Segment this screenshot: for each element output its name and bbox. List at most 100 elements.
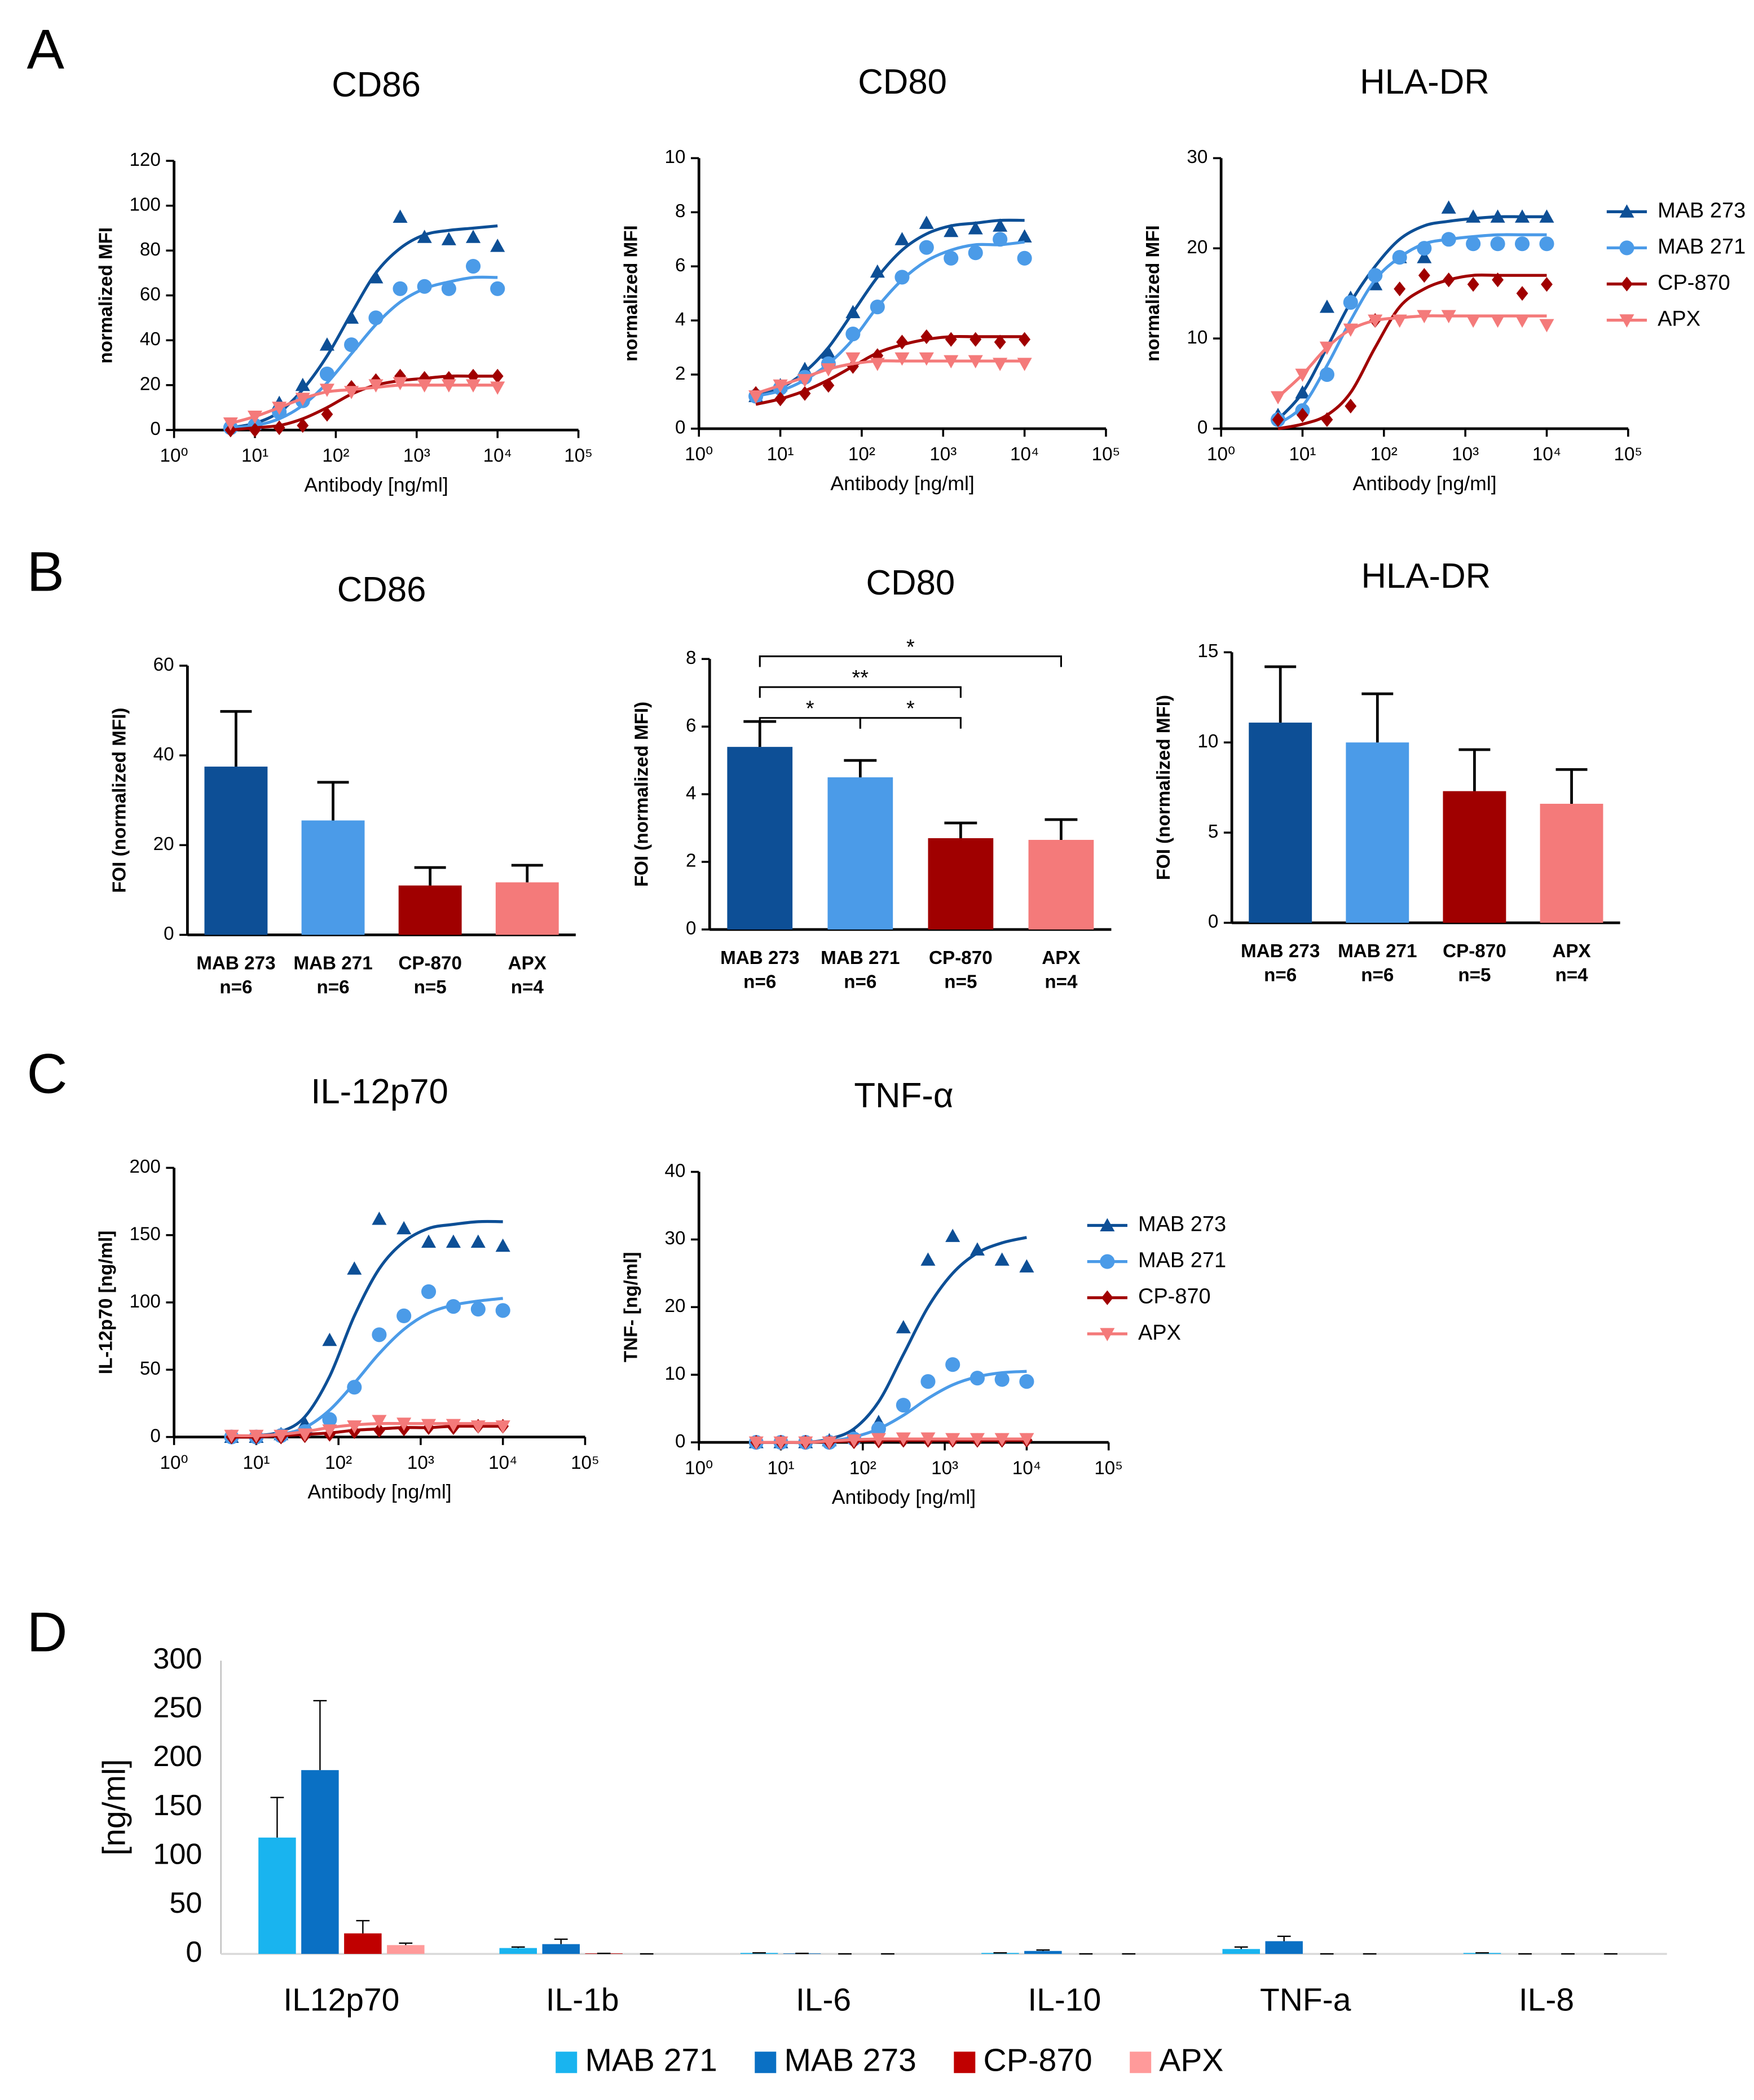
x-tick-label: TNF-a bbox=[1260, 1982, 1351, 2018]
fit-curve bbox=[756, 1236, 1027, 1445]
error-bar bbox=[1458, 748, 1491, 791]
marker bbox=[373, 1423, 385, 1438]
marker bbox=[1019, 332, 1031, 347]
marker bbox=[1539, 209, 1554, 223]
legend-label: CP-870 bbox=[1658, 271, 1730, 295]
marker bbox=[1295, 385, 1310, 399]
x-tick-sublabel: n=6 bbox=[844, 972, 876, 993]
significance-label: * bbox=[906, 635, 915, 659]
bar bbox=[301, 820, 365, 935]
marker bbox=[495, 1420, 510, 1434]
marker bbox=[1394, 281, 1406, 297]
y-tick-label: 200 bbox=[153, 1740, 202, 1773]
marker bbox=[421, 1234, 437, 1248]
bar bbox=[1249, 723, 1312, 923]
marker bbox=[945, 1229, 960, 1242]
marker bbox=[441, 232, 456, 245]
marker bbox=[1443, 272, 1455, 288]
marker bbox=[396, 1221, 412, 1235]
marker bbox=[1017, 358, 1032, 371]
error-bar bbox=[399, 1942, 413, 1945]
marker bbox=[393, 281, 408, 296]
legend-label: MAB 273 bbox=[1658, 199, 1746, 222]
marker bbox=[368, 310, 384, 325]
marker bbox=[968, 221, 983, 235]
y-tick-label: 100 bbox=[129, 1291, 160, 1312]
x-tick-label: CP-870 bbox=[398, 953, 462, 974]
legend-label: MAB 271 bbox=[1138, 1249, 1226, 1273]
marker bbox=[894, 352, 910, 366]
x-tick-label: 10⁰ bbox=[160, 1452, 188, 1473]
marker bbox=[894, 232, 910, 245]
x-tick-label: 10² bbox=[849, 1458, 876, 1478]
marker bbox=[322, 1332, 337, 1346]
x-tick-sublabel: n=5 bbox=[1458, 965, 1491, 986]
bar bbox=[301, 1770, 339, 1954]
marker bbox=[968, 355, 983, 369]
legend-swatch bbox=[954, 2051, 976, 2073]
y-tick-label: 10 bbox=[665, 1363, 686, 1384]
marker bbox=[870, 264, 885, 278]
marker bbox=[870, 358, 885, 371]
x-tick-label: 10³ bbox=[403, 446, 430, 466]
y-tick-label: 60 bbox=[153, 654, 174, 675]
marker bbox=[396, 1308, 412, 1323]
x-tick-label: 10² bbox=[848, 444, 875, 465]
x-tick-label: 10⁴ bbox=[1010, 444, 1039, 465]
marker bbox=[372, 1327, 387, 1342]
marker bbox=[368, 379, 384, 393]
marker bbox=[249, 422, 261, 438]
x-tick-label: APX bbox=[508, 953, 547, 974]
marker bbox=[1490, 314, 1505, 328]
panel-label: D bbox=[27, 1601, 67, 1664]
fit-curve bbox=[1277, 233, 1547, 426]
y-tick-label: 0 bbox=[164, 923, 174, 944]
error-bar bbox=[511, 864, 543, 883]
legend-swatch bbox=[1130, 2051, 1152, 2073]
x-tick-label: IL-8 bbox=[1519, 1982, 1574, 2018]
bar bbox=[827, 777, 893, 930]
marker bbox=[490, 239, 505, 252]
x-tick-label: 10⁰ bbox=[1207, 444, 1235, 465]
y-tick-label: 20 bbox=[1187, 237, 1207, 258]
marker bbox=[223, 417, 238, 431]
marker bbox=[1514, 236, 1530, 252]
marker bbox=[297, 418, 309, 433]
legend-marker bbox=[1101, 1290, 1113, 1305]
marker bbox=[1321, 412, 1333, 428]
marker bbox=[465, 258, 481, 274]
marker bbox=[344, 386, 359, 399]
marker bbox=[1392, 250, 1407, 265]
marker bbox=[1019, 1374, 1034, 1389]
legend-label: CP-870 bbox=[984, 2042, 1092, 2078]
marker bbox=[272, 402, 287, 415]
y-axis-label: [ng/ml] bbox=[96, 1759, 133, 1856]
y-tick-label: 0 bbox=[675, 1431, 685, 1452]
x-tick-label: 10³ bbox=[1452, 444, 1479, 465]
x-tick-label: 10² bbox=[325, 1452, 352, 1473]
legend-marker bbox=[1100, 1254, 1115, 1269]
chart-title: HLA-DR bbox=[1360, 63, 1489, 102]
marker bbox=[1319, 300, 1334, 313]
y-tick-label: 0 bbox=[675, 417, 685, 438]
marker bbox=[969, 1433, 985, 1447]
x-tick-label: 10⁵ bbox=[1094, 1458, 1123, 1478]
bar bbox=[1222, 1949, 1260, 1954]
legend-marker bbox=[1619, 204, 1634, 218]
marker bbox=[470, 1301, 486, 1317]
bar bbox=[495, 882, 559, 935]
y-tick-label: 250 bbox=[153, 1692, 202, 1724]
x-tick-label: 10⁵ bbox=[1614, 444, 1642, 465]
y-axis-label: FOI (normalized MFI) bbox=[1153, 695, 1174, 880]
marker bbox=[1343, 295, 1358, 310]
y-tick-label: 15 bbox=[1197, 641, 1218, 662]
legend-label: MAB 271 bbox=[1658, 235, 1746, 258]
marker bbox=[319, 366, 334, 381]
marker bbox=[798, 1436, 813, 1450]
marker bbox=[821, 363, 836, 377]
marker bbox=[919, 352, 934, 366]
fit-curve bbox=[1277, 273, 1547, 430]
x-tick-label: 10⁵ bbox=[571, 1452, 600, 1473]
y-tick-label: 0 bbox=[1208, 912, 1218, 932]
y-tick-label: 8 bbox=[675, 201, 685, 222]
